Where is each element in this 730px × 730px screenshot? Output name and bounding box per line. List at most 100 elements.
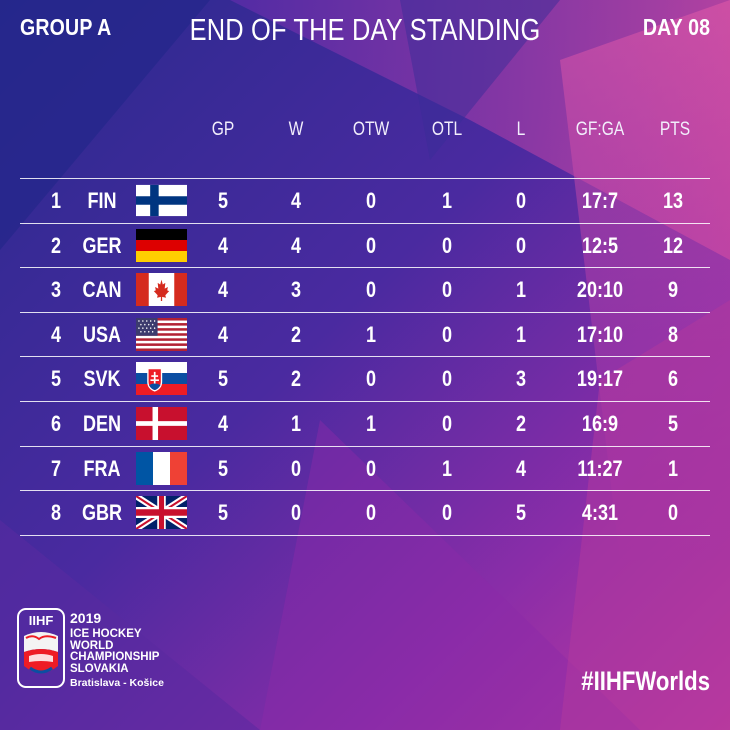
w-value: 2: [290, 366, 302, 392]
w-value: 4: [290, 188, 302, 213]
table-row: 7 FRA 5 0 0 1 4 11:27 1: [20, 445, 710, 491]
championship-year: 2019: [70, 610, 102, 626]
team-code: USA: [82, 321, 122, 347]
column-header-otl: OTL: [431, 119, 463, 140]
germany-flag: [136, 228, 187, 262]
denmark-flag: [136, 406, 187, 440]
group-label: GROUP A: [20, 14, 112, 40]
gp-value: 5: [217, 188, 229, 213]
standings-table: 1 FIN 5 4 0 1 0 17:7 13 2 GER 4 4 0 0 0 …: [20, 178, 710, 536]
gp-value: 4: [217, 277, 229, 303]
pts-value: 8: [667, 321, 679, 347]
otw-value: 0: [365, 232, 377, 258]
w-value: 2: [290, 321, 302, 347]
finland-flag: [136, 184, 187, 217]
team-code: SVK: [83, 366, 121, 392]
rank: 6: [50, 410, 62, 436]
championship-line-4: SLOVAKIA: [70, 662, 129, 675]
rank: 1: [50, 188, 62, 213]
rank: 8: [50, 500, 62, 526]
team-code: FIN: [87, 188, 117, 213]
pts-value: 6: [667, 366, 679, 392]
l-value: 2: [515, 410, 527, 436]
canada-flag: [136, 273, 187, 307]
table-row: 4 USA 4 2 1 0 1 17:10 8: [20, 311, 710, 357]
l-value: 4: [515, 455, 527, 481]
pts-value: 0: [667, 500, 679, 526]
otl-value: 1: [441, 455, 453, 481]
otw-value: 0: [365, 277, 377, 303]
pts-value: 5: [667, 410, 679, 436]
w-value: 0: [290, 455, 302, 481]
otw-value: 1: [365, 321, 377, 347]
gp-value: 5: [217, 455, 229, 481]
gp-value: 5: [217, 500, 229, 526]
day-label: DAY 08: [642, 14, 710, 40]
pts-value: 9: [667, 277, 679, 303]
gfga-value: 17:10: [576, 321, 624, 347]
table-row: 5 SVK 5 2 0 0 3 19:17 6: [20, 356, 710, 401]
gp-value: 4: [217, 410, 229, 436]
gfga-value: 12:5: [581, 232, 619, 258]
rank: 5: [50, 366, 62, 392]
championship-line-3: CHAMPIONSHIP: [70, 651, 160, 663]
otw-value: 0: [365, 455, 377, 481]
l-value: 3: [515, 366, 527, 392]
gp-value: 4: [217, 232, 229, 258]
rank: 7: [50, 455, 62, 481]
logo-text: IIHF: [29, 613, 54, 628]
column-header-l: L: [516, 119, 526, 140]
table-row: 1 FIN 5 4 0 1 0 17:7 13: [20, 178, 710, 223]
pts-value: 12: [662, 232, 684, 258]
otw-value: 1: [365, 410, 377, 436]
gp-value: 5: [217, 366, 229, 392]
gfga-value: 11:27: [577, 455, 623, 481]
column-header-pts: PTS: [659, 119, 691, 140]
host-cities: Bratislava - Košice: [70, 677, 164, 689]
championship-line-1: ICE HOCKEY: [70, 628, 142, 640]
otl-value: 0: [441, 410, 453, 436]
column-header-gfga: GF:GA: [575, 119, 625, 140]
pts-value: 13: [662, 188, 684, 213]
team-code: GER: [82, 232, 122, 258]
column-header-gp: GP: [211, 119, 235, 140]
gfga-value: 19:17: [576, 366, 624, 392]
team-code: CAN: [82, 277, 122, 303]
w-value: 3: [290, 277, 302, 303]
l-value: 1: [515, 321, 527, 347]
otw-value: 0: [365, 188, 377, 213]
france-flag: [136, 451, 187, 485]
iihf-championship-logo: IIHF: [17, 608, 65, 688]
l-value: 5: [515, 500, 527, 526]
championship-text: 2019 ICE HOCKEY WORLD CHAMPIONSHIP SLOVA…: [70, 611, 164, 689]
page-title: END OF THE DAY STANDING: [189, 12, 541, 47]
rank: 3: [50, 277, 62, 303]
rank: 2: [50, 232, 62, 258]
table-row: 6 DEN 4 1 1 0 2 16:9 5: [20, 400, 710, 446]
otl-value: 0: [441, 366, 453, 392]
column-header-w: W: [288, 119, 304, 140]
l-value: 0: [515, 188, 527, 213]
pts-value: 1: [667, 455, 679, 481]
otw-value: 0: [365, 366, 377, 392]
hashtag: #IIHFWorlds: [581, 666, 710, 696]
otl-value: 0: [441, 500, 453, 526]
gfga-value: 16:9: [581, 410, 619, 436]
team-code: FRA: [83, 455, 121, 481]
gfga-value: 20:10: [576, 277, 624, 303]
l-value: 0: [515, 232, 527, 258]
w-value: 0: [290, 500, 302, 526]
otw-value: 0: [365, 500, 377, 526]
gp-value: 4: [217, 321, 229, 347]
team-code: DEN: [82, 410, 122, 436]
slovakia-flag: [136, 362, 187, 396]
gfga-value: 17:7: [581, 188, 619, 213]
great-britain-flag: [136, 496, 187, 530]
otl-value: 1: [441, 188, 453, 213]
table-row: 3 CAN 4 3 0 0 1 20:10 9: [20, 267, 710, 312]
w-value: 1: [290, 410, 302, 436]
championship-line-2: WORLD: [70, 639, 114, 652]
gfga-value: 4:31: [581, 500, 619, 526]
column-header-otw: OTW: [352, 119, 390, 140]
